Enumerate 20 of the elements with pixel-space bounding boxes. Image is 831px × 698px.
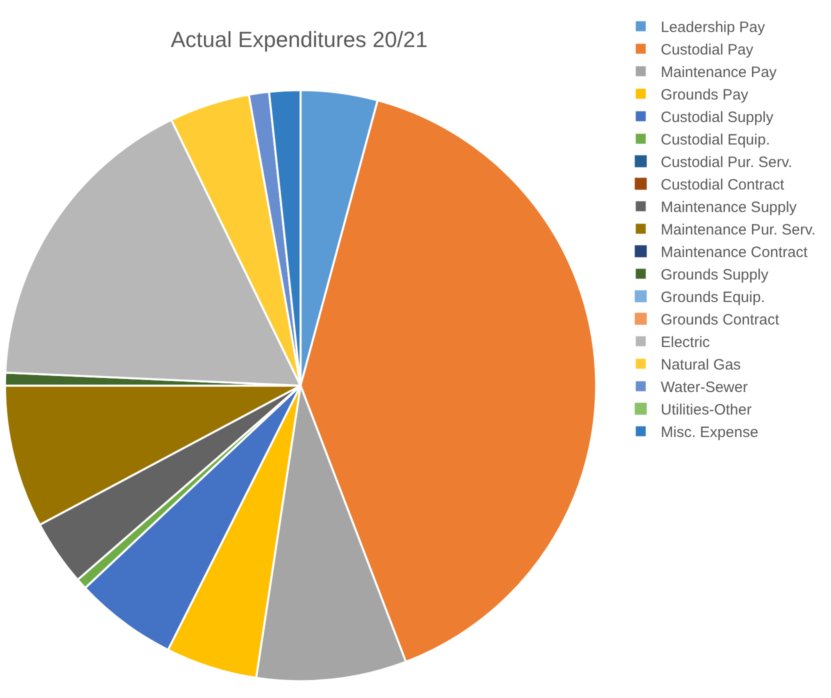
legend-label: Grounds Contract bbox=[660, 312, 780, 329]
legend-label: Custodial Pay bbox=[660, 42, 754, 59]
legend-label: Grounds Pay bbox=[660, 86, 749, 104]
legend-label: Grounds Equip. bbox=[660, 289, 765, 306]
legend-label: Custodial Equip. bbox=[660, 132, 770, 149]
legend-label: Electric bbox=[660, 334, 710, 352]
legend-label: Maintenance Pay bbox=[660, 64, 778, 82]
legend-label: Water-Sewer bbox=[660, 379, 748, 396]
legend-label: Misc. Expense bbox=[660, 424, 758, 442]
legend-label: Maintenance Pur. Serv. bbox=[660, 222, 816, 239]
legend-label: Custodial Contract bbox=[660, 176, 785, 194]
legend-label: Grounds Supply bbox=[660, 266, 769, 284]
legend-label: Leadership Pay bbox=[660, 19, 766, 36]
legend-label: Utilities-Other bbox=[660, 402, 752, 419]
chart-title: Actual Expenditures 20/21 bbox=[170, 26, 428, 52]
legend-label: Custodial Supply bbox=[660, 109, 774, 126]
legend-label: Custodial Pur. Serv. bbox=[660, 154, 792, 172]
legend-label: Maintenance Supply bbox=[660, 199, 798, 216]
legend-label: Natural Gas bbox=[660, 356, 741, 374]
legend-label: Maintenance Contract bbox=[660, 244, 808, 262]
